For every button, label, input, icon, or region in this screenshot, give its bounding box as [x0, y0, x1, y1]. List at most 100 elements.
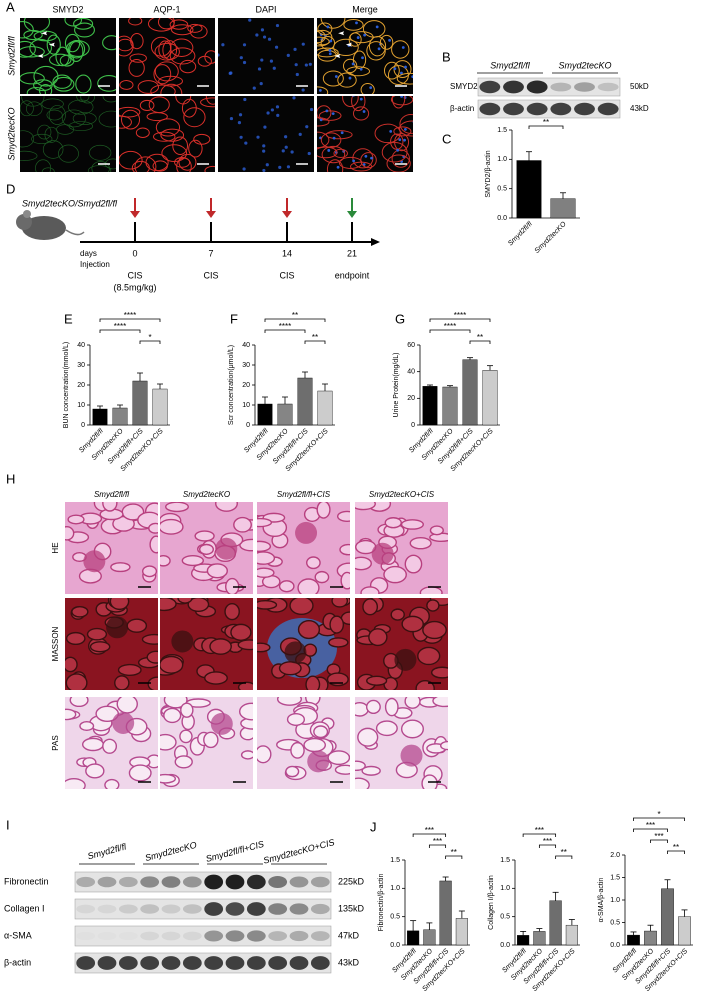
cell — [20, 150, 38, 161]
bar — [407, 930, 420, 946]
cell — [317, 131, 330, 149]
nucleus — [336, 165, 340, 169]
cell — [343, 18, 364, 31]
y-tick-label: 40 — [407, 369, 415, 376]
group-label: Smyd2tecKO — [558, 60, 611, 70]
axis-label: days — [80, 249, 97, 258]
error-bar — [467, 357, 473, 360]
tubule — [331, 598, 349, 608]
cell — [52, 74, 72, 89]
cell — [135, 127, 150, 138]
band — [182, 956, 202, 970]
bar — [644, 930, 657, 946]
nucleus — [239, 135, 243, 139]
significance-label: ** — [561, 848, 567, 857]
tubule — [65, 777, 86, 789]
nucleus — [262, 144, 266, 148]
cell — [320, 35, 336, 50]
cell — [20, 100, 34, 117]
tubule — [181, 555, 204, 567]
cell — [87, 165, 112, 172]
day-label: 14 — [282, 248, 292, 258]
tubule — [148, 522, 158, 534]
timeline-arrow — [371, 238, 380, 246]
nucleus — [263, 125, 267, 129]
image — [65, 697, 158, 789]
nucleus — [319, 118, 323, 122]
cell — [197, 55, 212, 67]
band — [225, 956, 245, 970]
band — [550, 102, 572, 116]
bar — [277, 403, 293, 426]
tubule — [230, 623, 252, 641]
nucleus — [327, 149, 331, 152]
tubule — [110, 562, 131, 573]
cell — [183, 107, 206, 128]
size-label: 43kD — [338, 957, 360, 967]
glomerulus — [394, 648, 417, 671]
cell — [20, 40, 36, 58]
column-header: Smyd2tecKO — [183, 490, 230, 499]
band — [550, 82, 572, 92]
band — [204, 874, 224, 890]
significance-bracket — [264, 318, 326, 322]
tubule — [174, 755, 193, 769]
tubule — [198, 543, 214, 556]
error-bar — [647, 924, 654, 932]
nucleus — [359, 97, 363, 101]
image — [355, 598, 448, 690]
column-header: Smyd2tecKO+CIS — [369, 490, 435, 499]
cell — [33, 65, 59, 87]
cell — [89, 144, 112, 161]
band — [182, 876, 202, 888]
nucleus — [335, 15, 338, 18]
y-tick-label: 1.0 — [497, 156, 507, 163]
cell — [383, 61, 400, 80]
tubule — [215, 502, 238, 512]
significance-bracket — [99, 329, 141, 333]
error-bar — [322, 383, 328, 391]
band — [118, 876, 138, 888]
event-label: endpoint — [335, 270, 370, 280]
x-tick-label: Smyd2fl/fl — [507, 220, 534, 247]
significance-label: ** — [292, 311, 298, 320]
dose-label: (8.5mg/kg) — [113, 282, 156, 292]
nucleus — [276, 113, 280, 117]
tubule — [355, 777, 370, 789]
tubule — [116, 697, 138, 714]
nucleus — [229, 116, 234, 121]
tubule — [278, 661, 302, 676]
error-bar — [426, 922, 433, 930]
tubule — [257, 540, 272, 553]
nucleus — [286, 165, 291, 169]
band — [268, 876, 288, 888]
glomerulus — [371, 542, 394, 565]
tubule — [313, 725, 329, 739]
nucleus — [259, 82, 263, 86]
tubule — [426, 599, 440, 612]
tubule — [366, 675, 388, 686]
tubule — [160, 773, 177, 784]
size-label: 135kD — [338, 903, 365, 913]
y-tick-label: 1.0 — [500, 885, 510, 892]
tubule — [289, 598, 314, 616]
band — [597, 82, 619, 92]
glomerulus — [295, 521, 318, 544]
cell — [317, 36, 330, 47]
arrowhead — [41, 31, 48, 36]
band — [225, 874, 245, 890]
bar — [297, 377, 313, 426]
tubule — [316, 502, 331, 519]
injection-arrowhead — [206, 211, 216, 218]
x-tick-label: Smyd2fl/fl+CIS — [437, 428, 475, 466]
cell — [102, 96, 116, 103]
tubule — [439, 740, 448, 751]
band — [225, 930, 245, 942]
y-tick-label: 0 — [411, 422, 415, 429]
nucleus — [329, 39, 333, 43]
tubule — [384, 517, 402, 529]
cell — [72, 112, 97, 125]
significance-bracket — [304, 340, 326, 344]
nucleus — [242, 60, 247, 65]
